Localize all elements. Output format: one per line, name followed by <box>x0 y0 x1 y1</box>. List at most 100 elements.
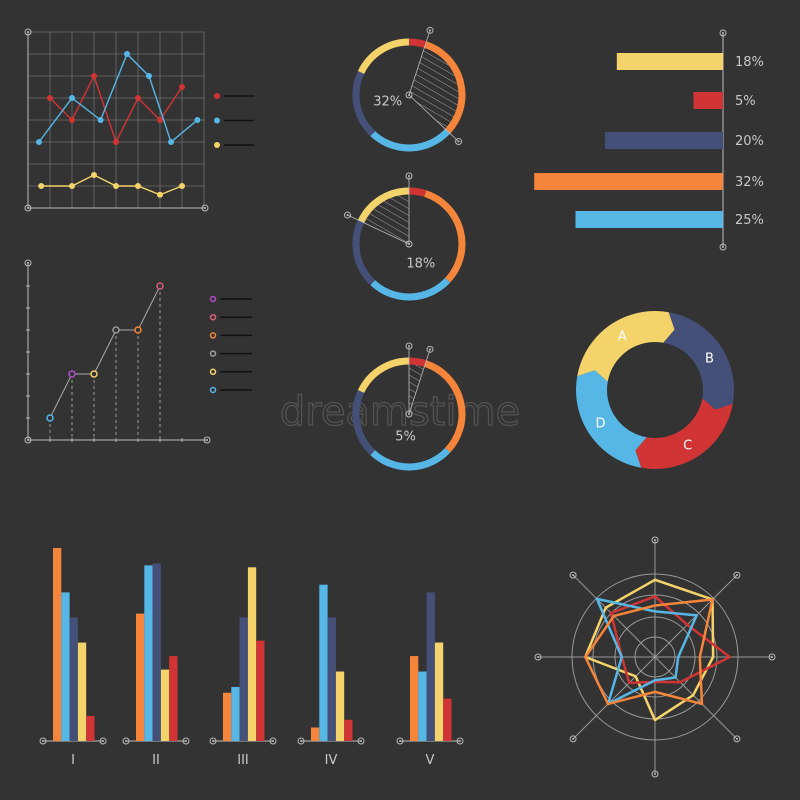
donut-segment <box>370 128 451 152</box>
radar-series <box>595 597 698 706</box>
bar <box>256 640 265 741</box>
data-point <box>179 84 185 90</box>
axis-end-dot <box>346 214 349 217</box>
radar-axis <box>572 656 656 740</box>
ring-segment <box>635 398 733 469</box>
horizontal-bar-chart: 18% 5% 20% 32% 25% <box>534 29 764 251</box>
axis-end-marker <box>651 770 659 778</box>
data-point <box>194 117 201 123</box>
axis-end-dot <box>27 262 29 264</box>
legend-marker <box>209 295 217 303</box>
ring-segment-label: D <box>596 417 606 432</box>
donut-segment <box>408 187 427 197</box>
donut-chart: 18% <box>343 172 466 301</box>
line-chart-1 <box>24 28 254 212</box>
bar <box>136 613 145 741</box>
axis-end-marker <box>203 436 211 444</box>
axis-end-dot <box>42 740 44 742</box>
axis-end-dot <box>300 740 302 742</box>
donut-segment <box>357 357 410 394</box>
axis-end-dot <box>272 740 274 742</box>
data-point <box>146 73 152 79</box>
data-point <box>38 183 45 189</box>
axis-end-marker <box>24 28 32 36</box>
data-point <box>168 139 174 145</box>
donut-percent-label: 32% <box>373 94 402 109</box>
data-point <box>90 370 98 378</box>
axis-end-marker <box>569 735 577 743</box>
series-line <box>41 174 183 196</box>
bar-value-label: 18% <box>735 55 764 70</box>
bar <box>410 656 419 741</box>
axis-end-dot <box>408 345 410 347</box>
axis-end-dot <box>27 31 29 33</box>
bar <box>534 173 723 190</box>
donut-percent-label: 18% <box>406 257 435 272</box>
donut-segment <box>352 70 376 137</box>
axis-end-marker <box>201 204 209 212</box>
bar <box>160 669 170 741</box>
segmented-ring-chart: A B C D <box>576 311 734 469</box>
bar <box>69 617 78 741</box>
axis-end-dot <box>654 539 656 541</box>
bar <box>152 563 161 741</box>
bar <box>311 727 320 741</box>
axis-end-dot <box>572 737 575 740</box>
bar <box>247 567 257 741</box>
axis-end-dot <box>212 740 214 742</box>
bar <box>77 642 87 741</box>
ring-segment-label: B <box>705 351 714 366</box>
bar-value-label: 5% <box>735 94 756 109</box>
bar-value-label: 20% <box>735 134 764 149</box>
data-point <box>135 95 141 101</box>
data-point <box>68 370 76 378</box>
legend-marker <box>209 386 217 394</box>
axis-end-dot <box>204 207 206 209</box>
bar <box>319 584 328 741</box>
highlight-wedge <box>409 47 459 129</box>
axis-end-marker <box>405 91 413 99</box>
axis-end-dot <box>735 737 738 740</box>
axis-end-dot <box>27 439 29 441</box>
axis-end-dot <box>429 348 432 351</box>
radar-axis <box>654 656 738 740</box>
axis-end-dot <box>360 740 362 742</box>
bar <box>434 642 444 741</box>
radar-chart <box>534 536 776 778</box>
category-label: V <box>426 753 435 768</box>
axis-end-dot <box>722 32 724 34</box>
axis-end-marker <box>182 737 190 745</box>
ring-segment <box>577 311 675 382</box>
axis-end-dot <box>27 207 29 209</box>
ring-segment-label: C <box>683 438 692 453</box>
ring-segment <box>576 370 647 468</box>
axis-end-marker <box>122 737 130 745</box>
data-point <box>47 95 53 101</box>
donut-segment <box>424 41 466 134</box>
bar <box>169 656 178 741</box>
bar <box>53 548 62 741</box>
axis-end-marker <box>297 737 305 745</box>
axis-end-marker <box>357 737 365 745</box>
radar-series <box>584 598 714 706</box>
donut-segment <box>424 360 466 453</box>
legend-marker <box>209 350 217 357</box>
axis-end-dot <box>206 439 208 441</box>
legend-marker <box>209 368 217 376</box>
axis-end-marker <box>269 737 277 745</box>
donut-segment <box>408 38 427 48</box>
data-point <box>69 183 75 189</box>
axis-end-marker <box>733 571 741 579</box>
data-point <box>157 191 163 198</box>
bar-value-label: 25% <box>735 213 764 228</box>
axis-end-marker <box>651 536 659 544</box>
donut-segment <box>357 38 410 75</box>
line-chart-2 <box>24 259 252 444</box>
legend-marker <box>209 332 217 339</box>
data-point <box>91 73 97 79</box>
data-point <box>69 117 75 123</box>
leader-line <box>408 349 431 415</box>
bar <box>418 671 427 741</box>
